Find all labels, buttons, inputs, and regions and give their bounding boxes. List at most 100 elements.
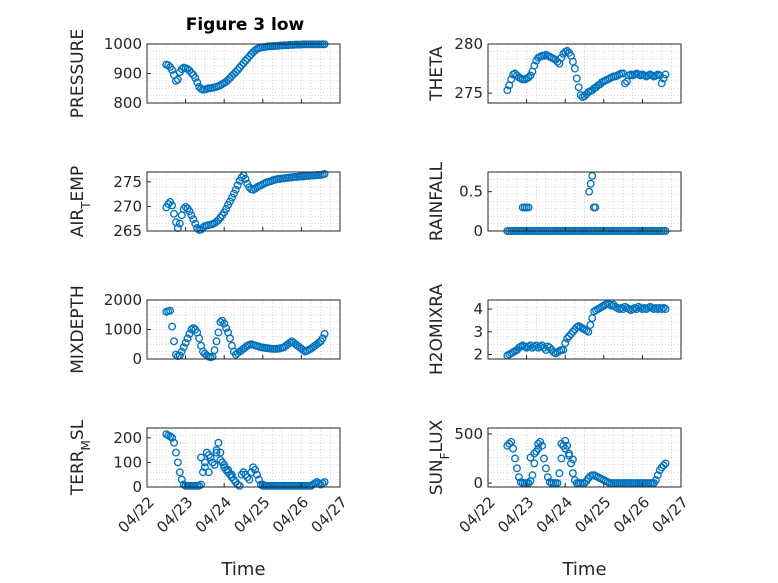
data-point — [170, 438, 178, 447]
data-point — [231, 185, 240, 194]
data-point — [181, 202, 190, 211]
data-point — [619, 305, 628, 314]
y-tick-label: 4 — [473, 300, 483, 318]
data-point — [226, 197, 234, 206]
data-point — [567, 459, 575, 468]
data-point — [200, 463, 209, 472]
data-point — [206, 453, 215, 462]
data-point — [177, 347, 186, 356]
data-point — [513, 464, 521, 473]
data-point — [532, 341, 541, 350]
data-point — [164, 61, 173, 70]
data-point — [212, 448, 221, 457]
data-point — [574, 83, 583, 92]
y-axis-label-tail: EMP — [68, 166, 88, 202]
y-tick-label: 275 — [113, 173, 142, 191]
y-axis-label-tail: LUX — [427, 419, 447, 452]
grid — [147, 428, 340, 487]
y-axis-label: H2OMIXRA — [427, 284, 447, 375]
data-point — [586, 179, 595, 188]
y-tick-label: 800 — [113, 94, 142, 112]
axes-frame — [487, 299, 682, 360]
y-axis-label-main: AIR — [68, 209, 88, 238]
y-tick-label: 200 — [113, 429, 142, 447]
data-point — [214, 438, 223, 447]
data-point — [171, 448, 180, 457]
data-point — [557, 53, 566, 62]
data-point — [621, 79, 629, 88]
data-point — [563, 334, 572, 343]
data-point — [197, 480, 205, 489]
axes-frame — [146, 427, 341, 488]
data-point — [251, 184, 260, 193]
data-point — [177, 475, 186, 484]
data-point — [216, 456, 225, 464]
data-point — [175, 468, 184, 477]
data-point — [561, 339, 570, 348]
data-point — [585, 187, 594, 196]
data-point — [530, 61, 539, 70]
data-point — [591, 203, 600, 212]
data-point — [568, 57, 577, 66]
y-tick-label: 3 — [473, 323, 483, 341]
data-point — [185, 207, 194, 216]
data-point — [507, 437, 516, 446]
data-point — [632, 305, 641, 314]
subplot-pressure: 800 900 1000 PRESSURE — [68, 29, 341, 118]
data-point — [524, 479, 533, 488]
y-tick-label: 2 — [473, 345, 483, 363]
data-point — [179, 343, 188, 352]
y-tick-label: 500 — [454, 425, 483, 443]
data-point — [181, 338, 190, 347]
data-point — [530, 459, 539, 468]
data-point — [586, 321, 595, 329]
series-markers — [503, 299, 670, 360]
data-point — [241, 174, 250, 183]
data-point — [191, 73, 200, 82]
data-point — [659, 461, 668, 470]
data-point — [320, 478, 329, 487]
data-point — [541, 464, 550, 473]
axes-frame — [487, 171, 682, 232]
data-point — [173, 458, 182, 467]
data-point — [524, 203, 533, 212]
data-point — [177, 65, 186, 74]
y-tick-label: 270 — [113, 197, 142, 215]
data-point — [173, 75, 182, 84]
data-point — [220, 319, 229, 328]
subplot-h2omixra: 2 3 4 H2OMIXRA — [427, 284, 682, 375]
y-axis-label: THETA — [427, 46, 447, 102]
data-point — [565, 332, 574, 341]
y-axis-label: RAINFALL — [427, 161, 447, 241]
data-point — [170, 337, 178, 346]
data-point — [195, 334, 204, 343]
subplot-theta: 275 280 THETA — [427, 35, 682, 104]
data-point — [226, 334, 234, 343]
data-point — [222, 204, 231, 213]
y-axis-label: AIRTEMP — [68, 166, 93, 237]
data-point — [584, 327, 593, 336]
data-point — [200, 458, 209, 467]
data-point — [175, 219, 184, 228]
data-point — [243, 54, 252, 63]
data-point — [237, 61, 246, 70]
data-point — [588, 314, 597, 323]
figure-title: Figure 3 low — [186, 15, 305, 35]
data-point — [553, 479, 562, 488]
x-axis-label: Time — [220, 559, 265, 580]
data-point — [229, 189, 238, 198]
data-point — [509, 444, 518, 453]
data-point — [183, 334, 192, 343]
y-tick-label: 900 — [113, 65, 142, 83]
data-point — [580, 479, 589, 488]
data-point — [543, 473, 552, 482]
data-point — [197, 453, 205, 462]
data-point — [189, 324, 198, 332]
y-tick-label: 1000 — [104, 35, 142, 53]
data-point — [212, 337, 221, 346]
data-point — [168, 322, 177, 331]
data-point — [661, 305, 670, 314]
y-tick-label: 265 — [113, 222, 142, 240]
y-axis-label: PRESSURE — [68, 29, 88, 118]
